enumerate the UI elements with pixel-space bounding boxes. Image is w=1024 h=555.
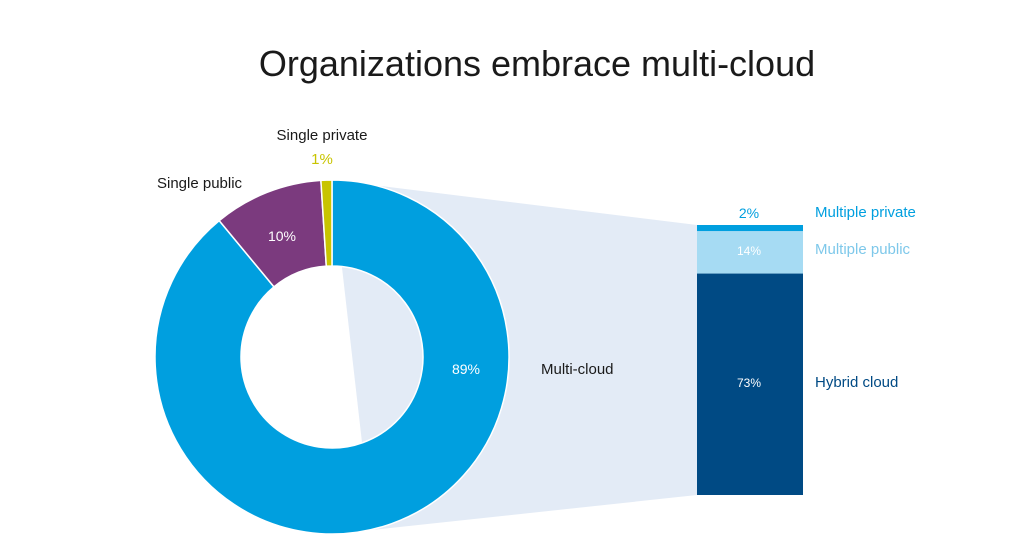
category-label-multiple-private: Multiple private xyxy=(815,204,916,221)
chart-title: Organizations embrace multi-cloud xyxy=(259,43,815,84)
segment-multiple-public xyxy=(697,231,803,274)
segment-hybrid-cloud xyxy=(697,273,803,495)
segment-multiple-private xyxy=(697,225,803,232)
category-label-multiple-public: Multiple public xyxy=(815,241,911,258)
value-label-multiple-private: 2% xyxy=(739,205,759,221)
slice-single-private xyxy=(320,179,333,267)
value-label-multiple-public: 14% xyxy=(737,244,761,258)
category-label-single-private: Single private xyxy=(277,127,368,144)
category-label-hybrid-cloud: Hybrid cloud xyxy=(815,374,898,391)
value-label-single-public: 10% xyxy=(268,228,296,244)
slice-multi-cloud xyxy=(154,179,510,535)
value-label-multi-cloud: 89% xyxy=(452,361,480,377)
breakdown-stacked-bar xyxy=(697,225,803,495)
value-label-single-private: 1% xyxy=(311,151,333,168)
value-label-hybrid-cloud: 73% xyxy=(737,376,761,390)
category-label-single-public: Single public xyxy=(157,175,243,192)
donut-chart xyxy=(154,179,510,535)
category-label-multi-cloud: Multi-cloud xyxy=(541,361,614,378)
